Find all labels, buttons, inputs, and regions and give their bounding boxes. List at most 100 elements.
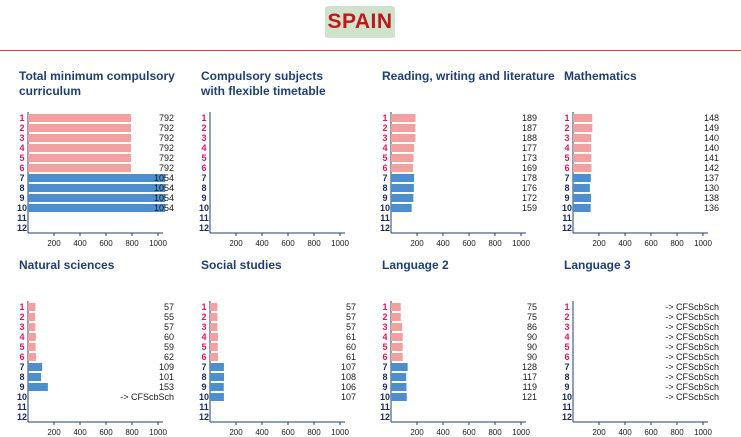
bar <box>391 373 407 381</box>
panel-title: Total minimum compulsory <box>19 69 175 83</box>
grade-label: 4 <box>382 143 387 153</box>
grade-label: 9 <box>201 193 206 203</box>
value-label: -> CFScbSch <box>665 312 719 322</box>
value-label: 142 <box>704 163 719 173</box>
grade-label: 1 <box>564 113 569 123</box>
value-label: 792 <box>159 143 174 153</box>
x-tick-label: 400 <box>255 428 269 437</box>
bar <box>210 313 218 321</box>
value-label: 57 <box>346 322 356 332</box>
grade-label: 10 <box>380 203 390 213</box>
grade-label: 11 <box>562 402 572 412</box>
grade-label: 3 <box>382 133 387 143</box>
value-label: 57 <box>346 302 356 312</box>
grade-label: 10 <box>199 392 209 402</box>
x-tick-label: 1000 <box>149 428 167 437</box>
value-label: 86 <box>527 322 537 332</box>
bar <box>573 144 592 152</box>
value-label: 153 <box>159 382 174 392</box>
value-label: 75 <box>527 312 537 322</box>
value-label: 177 <box>522 143 537 153</box>
x-tick-label: 800 <box>670 428 684 437</box>
bar <box>391 194 414 202</box>
bar <box>391 204 412 212</box>
value-label: 792 <box>159 133 174 143</box>
value-label: 107 <box>341 392 356 402</box>
value-label: 138 <box>704 193 719 203</box>
grade-label: 11 <box>380 213 390 223</box>
grade-label: 4 <box>201 143 206 153</box>
grade-label: 2 <box>382 312 387 322</box>
value-label: -> CFScbSch <box>665 342 719 352</box>
grade-label: 7 <box>564 173 569 183</box>
value-label: 108 <box>341 372 356 382</box>
value-label: 792 <box>159 113 174 123</box>
x-tick-label: 600 <box>644 239 658 248</box>
grade-label: 7 <box>564 362 569 372</box>
x-tick-label: 1000 <box>331 428 349 437</box>
grade-label: 3 <box>564 322 569 332</box>
value-label: 137 <box>704 173 719 183</box>
grade-label: 5 <box>564 342 569 352</box>
x-tick-label: 800 <box>488 428 502 437</box>
bar <box>391 134 416 142</box>
bar <box>28 194 166 202</box>
value-label: 141 <box>704 153 719 163</box>
grade-label: 4 <box>564 332 569 342</box>
value-label: 90 <box>527 332 537 342</box>
grade-label: 11 <box>199 213 209 223</box>
grade-label: 1 <box>19 113 24 123</box>
bar <box>391 343 403 351</box>
value-label: 62 <box>164 352 174 362</box>
grade-label: 8 <box>382 372 387 382</box>
panel-title: Reading, writing and literature <box>382 69 555 83</box>
grade-label: 5 <box>19 153 24 163</box>
bar <box>28 154 131 162</box>
value-label: -> CFScbSch <box>665 382 719 392</box>
grade-label: 8 <box>564 183 569 193</box>
grade-label: 5 <box>382 153 387 163</box>
grade-label: 6 <box>19 352 24 362</box>
grade-label: 5 <box>19 342 24 352</box>
bar <box>210 323 218 331</box>
x-tick-label: 400 <box>618 239 632 248</box>
bar <box>391 154 414 162</box>
value-label: 1054 <box>154 193 174 203</box>
bar <box>573 164 592 172</box>
x-tick-label: 200 <box>47 239 61 248</box>
value-label: -> CFScbSch <box>665 362 719 372</box>
x-tick-label: 200 <box>47 428 61 437</box>
x-tick-label: 800 <box>307 428 321 437</box>
grade-label: 6 <box>19 163 24 173</box>
x-tick-label: 400 <box>255 239 269 248</box>
x-tick-label: 400 <box>73 428 87 437</box>
grade-label: 7 <box>19 173 24 183</box>
x-tick-label: 1000 <box>512 428 530 437</box>
panel-title: Language 2 <box>382 258 449 272</box>
grade-label: 12 <box>17 223 27 233</box>
bar <box>573 184 590 192</box>
value-label: 1054 <box>154 173 174 183</box>
bar <box>28 333 36 341</box>
value-label: -> CFScbSch <box>665 332 719 342</box>
value-label: 57 <box>346 312 356 322</box>
bar <box>391 363 408 371</box>
x-tick-label: 400 <box>73 239 87 248</box>
x-tick-label: 600 <box>462 428 476 437</box>
value-label: 60 <box>346 342 356 352</box>
grade-label: 4 <box>382 332 387 342</box>
x-tick-label: 200 <box>229 428 243 437</box>
grade-label: 11 <box>17 213 27 223</box>
x-tick-label: 600 <box>281 239 295 248</box>
grade-label: 1 <box>382 302 387 312</box>
grade-label: 10 <box>562 392 572 402</box>
grade-label: 8 <box>382 183 387 193</box>
x-tick-label: 600 <box>281 428 295 437</box>
bar <box>391 333 403 341</box>
grade-label: 2 <box>201 312 206 322</box>
bar <box>391 383 407 391</box>
grade-label: 6 <box>564 163 569 173</box>
bar <box>210 393 224 401</box>
grade-label: 5 <box>201 342 206 352</box>
x-tick-label: 400 <box>436 239 450 248</box>
